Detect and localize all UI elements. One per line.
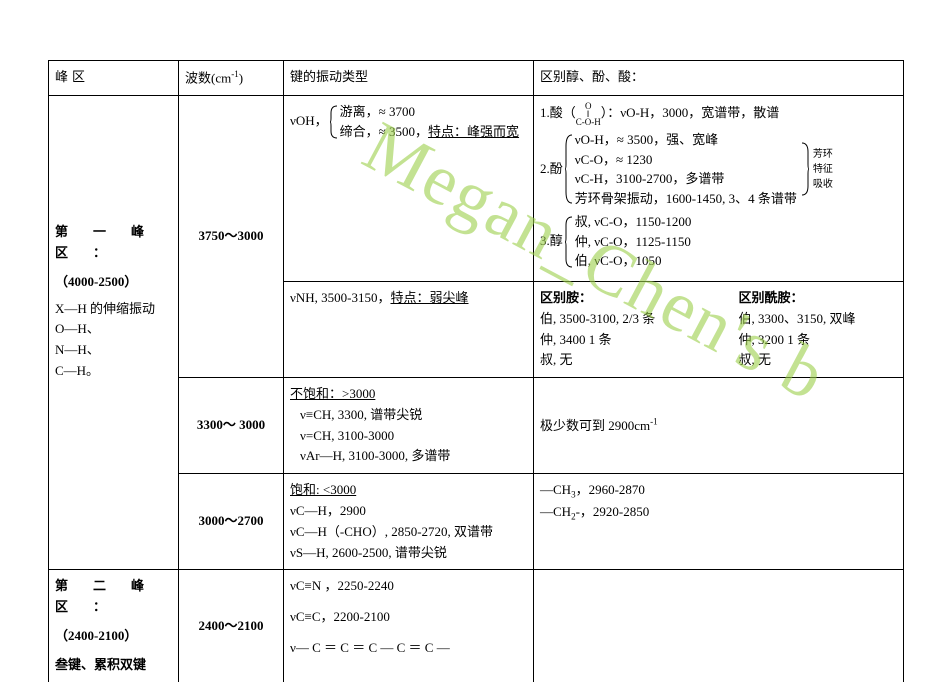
- region-2-cell: 第 二 峰 区 ： （2400-2100） 叁键、累积双键: [49, 570, 179, 682]
- amide-lines: 伯, 3300、3150, 双峰仲, 3200 1 条叔, 无: [739, 309, 898, 371]
- table-header-row: 峰区 波数(cm-1) 键的振动类型 区别醇、酚、酸：: [49, 61, 904, 96]
- bond-unsat-cell: 不饱和：>3000 ν≡CH, 3300, 谱带尖锐ν=CH, 3100-300…: [284, 378, 534, 474]
- wavenumber-3750-3000: 3750～3000: [179, 96, 284, 378]
- unsat-right-cell: 极少数可到 2900cm-1: [534, 378, 904, 474]
- brace-icon: [330, 102, 340, 141]
- wavenumber-2400-2100: 2400～2100: [179, 570, 284, 682]
- wavenumber-3750-3000-text: 3750～3000: [198, 228, 263, 243]
- hdr-bond-type: 键的振动类型: [284, 61, 534, 96]
- phenol-label: 2.酚: [540, 130, 565, 208]
- hdr-region: 峰区: [49, 61, 179, 96]
- amide-col: 区别酰胺： 伯, 3300、3150, 双峰仲, 3200 1 条叔, 无: [739, 288, 898, 371]
- phenol-block: 2.酚 νO-H，≈ 3500，强、宽峰νC-O，≈ 1230νC-H，3100…: [540, 130, 897, 208]
- unsat-right-text: 极少数可到 2900cm-1: [540, 418, 658, 433]
- wavenumber-3000-2700-text: 3000～2700: [198, 513, 263, 528]
- wavenumber-2400-2100-text: 2400～2100: [198, 618, 263, 633]
- region-2-desc: 叁键、累积双键: [55, 655, 172, 676]
- region-1-cell: 第 一 峰 区 ： （4000-2500） X—H 的伸缩振动O—H、N—H、C…: [49, 96, 179, 570]
- amide-title: 区别酰胺：: [739, 288, 898, 309]
- alcohol-items: 叔, νC-O，1150-1200仲, νC-O，1125-1150伯, νC-…: [575, 212, 692, 271]
- page: Megan_Chen's b 峰区 波数(cm-1) 键的振动类型 区别醇、酚、…: [0, 0, 945, 669]
- bond-sat-cell: 饱和: <3000 νC—H，2900νC—H（-CHO）, 2850-2720…: [284, 474, 534, 570]
- ir-spectra-table: 峰区 波数(cm-1) 键的振动类型 区别醇、酚、酸： 第 一 峰 区 ： （4…: [48, 60, 904, 682]
- bond-oh-cell: νOH， 游离，≈ 3700缔合，≈ 3500，特点：峰强而宽: [284, 96, 534, 282]
- region-1-title: 第 一 峰 区 ：: [55, 222, 172, 264]
- bond-triple-cell: νC≡N ，2250-2240νC≡C，2200-2100ν— C ＝ C ＝ …: [284, 570, 534, 682]
- sat-lines: νC—H，2900νC—H（-CHO）, 2850-2720, 双谱带νS—H,…: [290, 501, 527, 563]
- hdr-distinguish: 区别醇、酚、酸：: [534, 61, 904, 96]
- oh-brace: νOH， 游离，≈ 3700缔合，≈ 3500，特点：峰强而宽: [290, 102, 527, 141]
- row-3750-3000-top: 第 一 峰 区 ： （4000-2500） X—H 的伸缩振动O—H、N—H、C…: [49, 96, 904, 282]
- oh-prefix: νOH，: [290, 102, 330, 141]
- acid-line: 1.酸（O‖C-O-H）：νO-H，3000，宽谱带，散谱: [540, 102, 897, 126]
- bond-nh-cell: νNH, 3500-3150，特点：弱尖峰: [284, 281, 534, 377]
- triple-lines: νC≡N ，2250-2240νC≡C，2200-2100ν— C ＝ C ＝ …: [290, 576, 527, 658]
- amine-amide-cols: 区别胺： 伯, 3500-3100, 2/3 条仲, 3400 1 条叔, 无 …: [540, 288, 897, 371]
- distinguish-amine-amide-cell: 区别胺： 伯, 3500-3100, 2/3 条仲, 3400 1 条叔, 无 …: [534, 281, 904, 377]
- amine-title: 区别胺：: [540, 288, 699, 309]
- alcohol-block: 3.醇 叔, νC-O，1150-1200仲, νC-O，1125-1150伯,…: [540, 212, 897, 271]
- unsat-header: 不饱和：>3000: [290, 384, 527, 405]
- phenol-items: νO-H，≈ 3500，强、宽峰νC-O，≈ 1230νC-H，3100-270…: [575, 130, 797, 208]
- wavenumber-3000-2700: 3000～2700: [179, 474, 284, 570]
- sat-header: 饱和: <3000: [290, 480, 527, 501]
- sat-right-lines: —CH3，2960-2870—CH2-，2920-2850: [540, 480, 897, 524]
- wavenumber-3300-3000-text: 3300～ 3000: [197, 417, 265, 432]
- unsat-lines: ν≡CH, 3300, 谱带尖锐ν=CH, 3100-3000νAr—H, 31…: [300, 405, 527, 467]
- wavenumber-3300-3000: 3300～ 3000: [179, 378, 284, 474]
- amine-col: 区别胺： 伯, 3500-3100, 2/3 条仲, 3400 1 条叔, 无: [540, 288, 699, 371]
- phenol-side: 芳环特征吸收: [813, 130, 833, 208]
- brace-icon: [565, 130, 575, 208]
- right-brace-icon: [801, 130, 811, 208]
- row-2400-2100: 第 二 峰 区 ： （2400-2100） 叁键、累积双键 2400～2100 …: [49, 570, 904, 682]
- region-2-title: 第 二 峰 区 ：: [55, 576, 172, 618]
- amine-lines: 伯, 3500-3100, 2/3 条仲, 3400 1 条叔, 无: [540, 309, 699, 371]
- hdr-wavenumber: 波数(cm-1): [179, 61, 284, 96]
- brace-icon: [565, 212, 575, 271]
- distinguish-aap-cell: 1.酸（O‖C-O-H）：νO-H，3000，宽谱带，散谱 2.酚 νO-H，≈…: [534, 96, 904, 282]
- oh-items: 游离，≈ 3700缔合，≈ 3500，特点：峰强而宽: [340, 102, 519, 141]
- region-2-range: （2400-2100）: [55, 626, 172, 647]
- region-1-desc: X—H 的伸缩振动O—H、N—H、C—H。: [55, 299, 172, 382]
- alcohol-label: 3.醇: [540, 212, 565, 271]
- region-1-range: （4000-2500）: [55, 272, 172, 293]
- triple-right-cell: [534, 570, 904, 682]
- sat-right-cell: —CH3，2960-2870—CH2-，2920-2850: [534, 474, 904, 570]
